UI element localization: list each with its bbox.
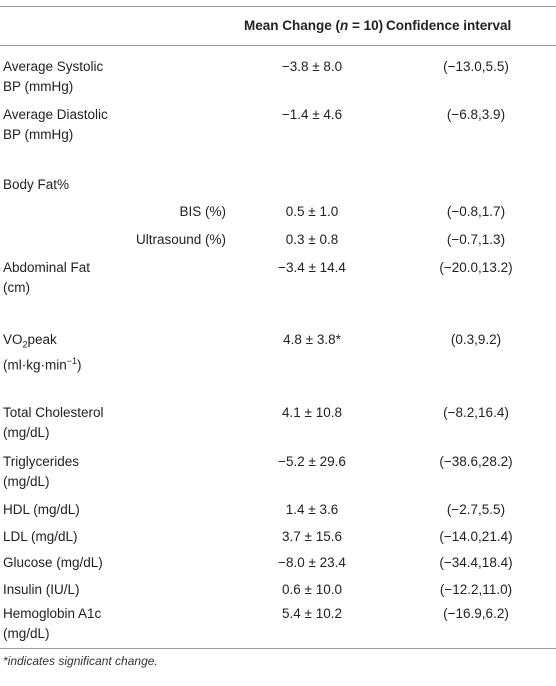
mean-change-value: −3.8 ± 8.0 <box>281 59 343 74</box>
top-rule <box>0 6 556 7</box>
mean-change-value: 0.3 ± 0.8 <box>285 232 339 247</box>
confidence-interval-value: (−14.0,21.4) <box>439 529 513 544</box>
row-label: VO2peak <box>3 332 57 350</box>
row-label-unit: BP (mmHg) <box>3 79 74 94</box>
row-label-unit: (ml·kg·min−1) <box>3 356 82 373</box>
mean-change-value: −1.4 ± 4.6 <box>281 107 343 122</box>
confidence-interval-value: (−0.7,1.3) <box>446 232 506 247</box>
confidence-interval-value: (0.3,9.2) <box>450 332 502 347</box>
confidence-interval-value: (−12.2,11.0) <box>439 582 513 597</box>
mean-change-value: 4.1 ± 10.8 <box>282 405 342 420</box>
confidence-interval-value: (−13.0,5.5) <box>443 59 509 74</box>
bottom-rule <box>0 648 556 649</box>
mean-change-value: 0.5 ± 1.0 <box>285 204 339 219</box>
confidence-interval-value: (−16.9,6.2) <box>443 606 509 621</box>
row-label: Abdominal Fat <box>3 260 91 275</box>
mean-change-value: −5.2 ± 29.6 <box>278 454 346 469</box>
confidence-interval-value: (−38.6,28.2) <box>439 454 513 469</box>
row-label: LDL (mg/dL) <box>3 529 78 544</box>
header-rule <box>0 45 556 46</box>
header-confidence-interval: Confidence interval <box>386 18 512 33</box>
confidence-interval-value: (−8.2,16.4) <box>443 405 509 420</box>
row-label-unit: (mg/dL) <box>3 425 50 440</box>
row-label: Insulin (IU/L) <box>3 582 80 597</box>
row-label: Average Diastolic <box>3 107 108 122</box>
mean-change-value: 4.8 ± 3.8* <box>283 332 341 347</box>
header-mean-change: Mean Change (n = 10) <box>244 18 384 33</box>
mean-change-value: 3.7 ± 15.6 <box>282 529 342 544</box>
mean-change-value: 1.4 ± 3.6 <box>285 502 339 517</box>
table-footnote: *indicates significant change. <box>3 654 158 668</box>
mean-change-value: −3.4 ± 14.4 <box>278 260 346 275</box>
row-label: Total Cholesterol <box>3 405 104 420</box>
confidence-interval-value: (−2.7,5.5) <box>446 502 506 517</box>
row-label: Triglycerides <box>3 454 80 469</box>
mean-change-value: 5.4 ± 10.2 <box>282 606 342 621</box>
row-label: Glucose (mg/dL) <box>3 555 103 570</box>
row-label-unit: (mg/dL) <box>3 626 50 641</box>
row-label: Hemoglobin A1c <box>3 606 102 621</box>
row-label: HDL (mg/dL) <box>3 502 80 517</box>
row-label-unit: BP (mmHg) <box>3 127 74 142</box>
row-label-group: Body Fat% <box>3 177 70 192</box>
row-label-unit: (mg/dL) <box>3 474 50 489</box>
mean-change-value: −8.0 ± 23.4 <box>278 555 346 570</box>
mean-change-value: 0.6 ± 10.0 <box>282 582 342 597</box>
confidence-interval-value: (−34.4,18.4) <box>439 555 513 570</box>
row-label: Average Systolic <box>3 59 104 74</box>
row-label-unit: (cm) <box>3 280 30 295</box>
confidence-interval-value: (−6.8,3.9) <box>446 107 506 122</box>
confidence-interval-value: (−20.0,13.2) <box>439 260 513 275</box>
row-sublabel: BIS (%) <box>179 204 226 219</box>
row-sublabel: Ultrasound (%) <box>135 232 226 247</box>
confidence-interval-value: (−0.8,1.7) <box>446 204 506 219</box>
